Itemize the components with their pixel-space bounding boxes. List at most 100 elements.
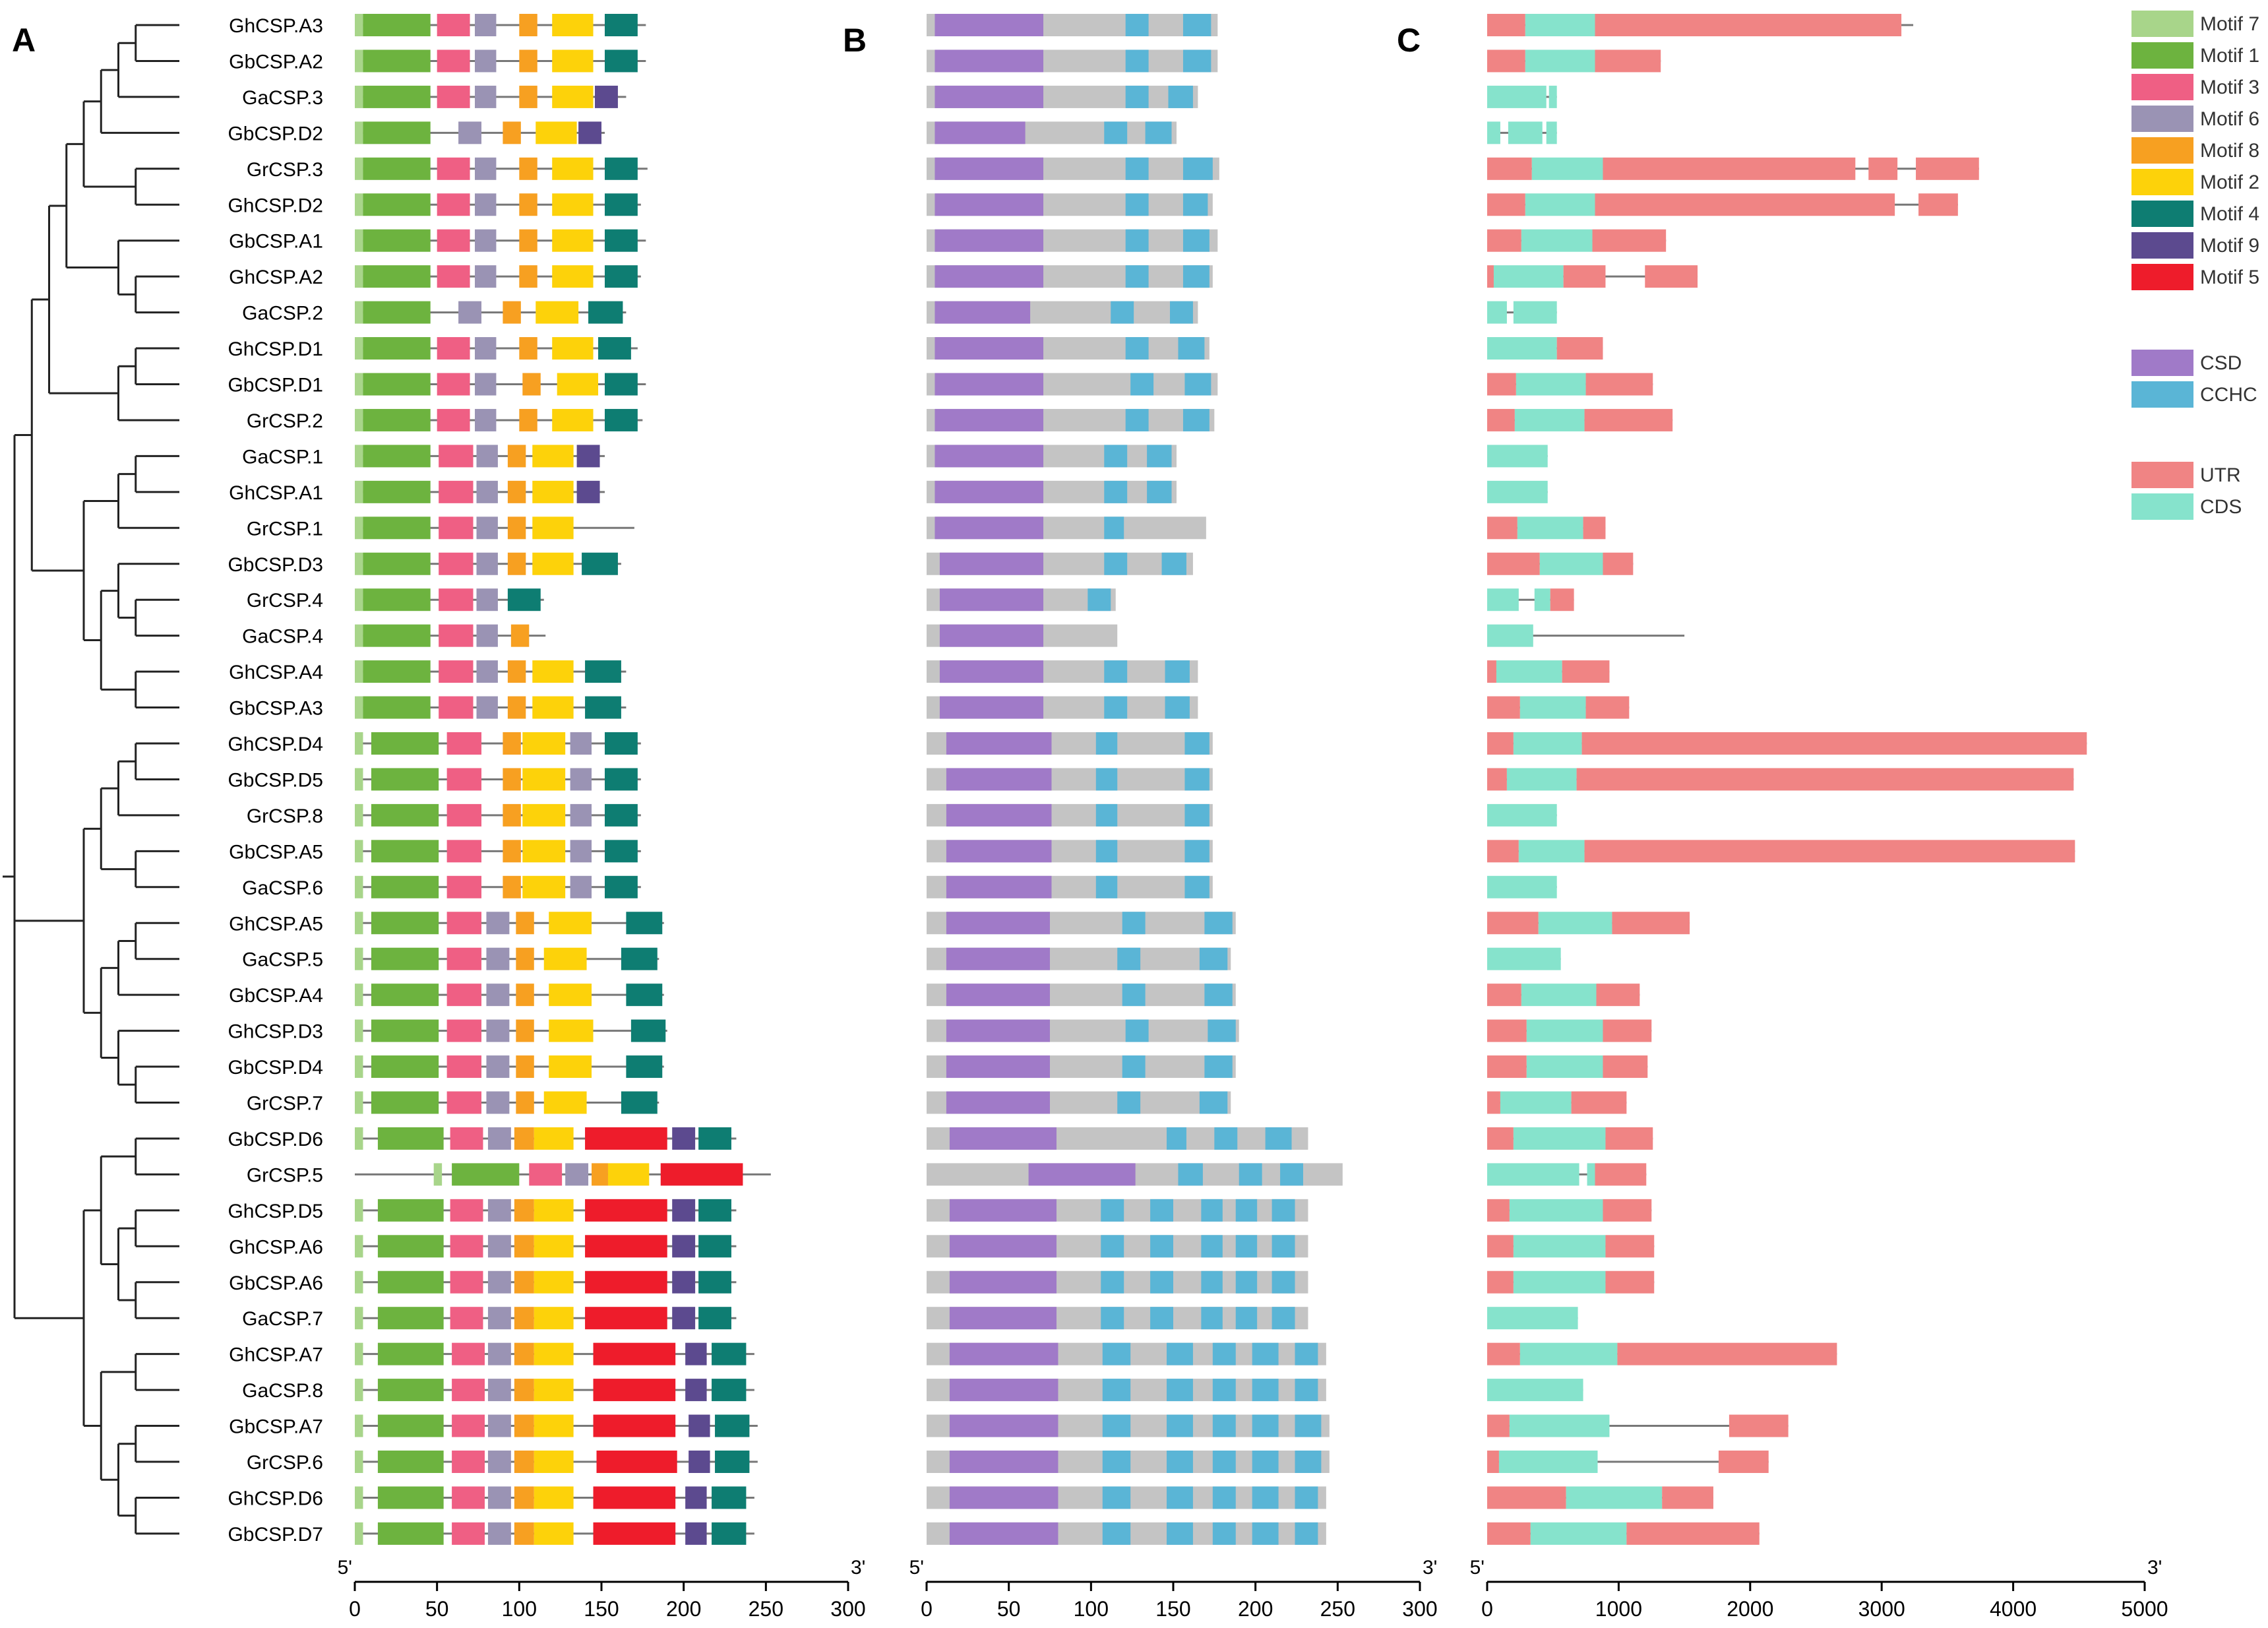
utr-segment-gbcsp-a2 — [1487, 49, 1525, 73]
domain-cchc-gacsp-7 — [1235, 1307, 1258, 1330]
motif-box-m1-grcsp-3 — [363, 157, 431, 180]
motif-box-m8-ghcsp-d3 — [516, 1019, 534, 1042]
motif-box-m3-grcsp-6 — [452, 1451, 485, 1473]
utr-segment-grcsp-1 — [1583, 517, 1606, 540]
cds-segment-ghcsp-a4 — [1496, 660, 1562, 683]
domain-cchc-ghcsp-a6 — [1235, 1235, 1258, 1258]
utr-segment-gbcsp-d4 — [1487, 1055, 1527, 1079]
gene-label-gbcsp-d5: GbCSP.D5 — [228, 769, 323, 791]
domain-cchc-ghcsp-a6 — [1201, 1235, 1223, 1258]
domain-cchc-ghcsp-a5 — [1122, 912, 1146, 935]
motif-box-m2-grcsp-1 — [532, 517, 574, 540]
utr-segment-ghcsp-d4 — [1487, 732, 1514, 755]
domain-cchc-ghcsp-a7 — [1212, 1342, 1236, 1365]
motif-box-m2-ghcsp-a6 — [534, 1235, 574, 1258]
motif-box-m1-gacsp-4 — [363, 624, 431, 647]
domain-cchc-gbcsp-d6 — [1214, 1127, 1238, 1150]
motif-box-m4-gbcsp-a4 — [626, 984, 663, 1007]
utr-segment-grcsp-3 — [1603, 157, 1856, 180]
motif-box-m1-ghcsp-d1 — [363, 337, 431, 360]
cds-segment-ghcsp-d2 — [1525, 193, 1595, 216]
domain-cchc-gacsp-2 — [1170, 301, 1193, 324]
motif-box-m6-gbcsp-d3 — [476, 552, 498, 575]
motif-box-m7-grcsp-8 — [355, 803, 363, 827]
motif-box-m7-grcsp-6 — [355, 1451, 363, 1473]
motif-box-m2-gacsp-5 — [543, 947, 587, 970]
axis-tick-label-b-250: 250 — [1320, 1597, 1355, 1621]
motif-box-m4-gbcsp-d6 — [698, 1127, 731, 1150]
axis-tick-label-a-250: 250 — [749, 1597, 783, 1621]
motif-box-m8-grcsp-3 — [519, 157, 537, 180]
domain-cchc-grcsp-6 — [1295, 1451, 1322, 1473]
motif-box-m5-grcsp-6 — [596, 1451, 677, 1473]
motif-box-m7-gbcsp-a1 — [355, 229, 363, 252]
motif-box-m3-gbcsp-a7 — [452, 1414, 485, 1437]
motif-box-m5-gacsp-7 — [585, 1307, 667, 1330]
domain-cchc-gbcsp-a3 — [1104, 696, 1128, 719]
motif-box-m6-gacsp-1 — [476, 445, 498, 468]
motif-box-m4-gacsp-7 — [698, 1307, 731, 1330]
motif-box-m3-gbcsp-d3 — [439, 552, 474, 575]
motif-box-m5-gbcsp-d6 — [585, 1127, 667, 1150]
motif-box-m8-ghcsp-a5 — [516, 912, 534, 935]
motif-box-m3-grcsp-1 — [439, 517, 474, 540]
motif-box-m4-gacsp-6 — [604, 875, 638, 898]
motif-box-m2-gbcsp-d7 — [534, 1522, 574, 1545]
motif-box-m2-ghcsp-a1 — [532, 480, 574, 503]
domain-cchc-ghcsp-a6 — [1150, 1235, 1173, 1258]
motif-box-m9-gacsp-3 — [595, 85, 618, 108]
motif-box-m3-ghcsp-d1 — [437, 337, 470, 360]
domain-cchc-ghcsp-d3 — [1208, 1019, 1236, 1042]
motif-box-m3-grcsp-5 — [529, 1163, 563, 1186]
motif-box-m4-gbcsp-a5 — [604, 840, 638, 863]
motif-box-m8-gbcsp-d3 — [507, 552, 526, 575]
motif-box-m2-gacsp-3 — [552, 85, 594, 108]
phylogenetic-tree — [3, 24, 179, 1535]
motif-box-m7-gbcsp-a6 — [355, 1270, 363, 1294]
domain-csd-ghcsp-d4 — [946, 732, 1052, 755]
motif-box-m8-gbcsp-a2 — [519, 49, 537, 73]
cds-segment-grcsp-5 — [1587, 1163, 1595, 1186]
motif-box-m8-gbcsp-d4 — [516, 1055, 534, 1079]
domain-csd-gacsp-5 — [946, 947, 1050, 970]
motif-box-m9-ghcsp-a7 — [685, 1342, 707, 1365]
motif-box-m3-ghcsp-a4 — [439, 660, 474, 683]
motif-box-m6-gacsp-7 — [487, 1307, 511, 1330]
motif-box-m8-gbcsp-a5 — [503, 840, 521, 863]
motif-box-m6-grcsp-5 — [565, 1163, 589, 1186]
motif-box-m1-grcsp-5 — [452, 1163, 520, 1186]
motif-box-m3-gbcsp-d5 — [446, 768, 481, 791]
motif-box-m2-ghcsp-a7 — [534, 1342, 574, 1365]
domain-cchc-gacsp-8 — [1212, 1379, 1236, 1402]
motif-box-m2-grcsp-2 — [552, 408, 594, 431]
domain-csd-ghcsp-d3 — [946, 1019, 1050, 1042]
motif-box-m4-grcsp-7 — [621, 1091, 658, 1114]
motif-box-m3-gacsp-8 — [452, 1379, 485, 1402]
motif-box-m2-ghcsp-a3 — [552, 14, 594, 36]
panel-label-c: C — [1397, 22, 1421, 59]
domain-cchc-gbcsp-d1 — [1130, 373, 1154, 396]
motif-box-m6-ghcsp-d4 — [570, 732, 592, 755]
motif-box-m3-ghcsp-a5 — [446, 912, 481, 935]
domain-cchc-grcsp-5 — [1239, 1163, 1262, 1186]
motif-box-m7-grcsp-1 — [355, 517, 363, 540]
utr-segment-ghcsp-d2 — [1487, 193, 1525, 216]
motif-box-m4-gbcsp-d1 — [604, 373, 638, 396]
motif-box-m4-ghcsp-a5 — [626, 912, 663, 935]
domain-csd-ghcsp-d5 — [949, 1199, 1057, 1222]
domain-csd-ghcsp-a5 — [946, 912, 1050, 935]
motif-box-m1-grcsp-7 — [371, 1091, 439, 1114]
motif-box-m7-gbcsp-d1 — [355, 373, 363, 396]
motif-box-m3-ghcsp-a3 — [437, 14, 470, 36]
utr-segment-gbcsp-a7 — [1487, 1414, 1510, 1437]
motif-box-m8-grcsp-5 — [592, 1163, 608, 1186]
legend-swatch-m6 — [2131, 106, 2193, 132]
motif-box-m6-gacsp-2 — [458, 301, 481, 324]
domain-csd-gbcsp-a7 — [949, 1414, 1058, 1437]
motif-box-m6-ghcsp-d6 — [487, 1486, 511, 1509]
cds-segment-gacsp-6 — [1487, 875, 1557, 898]
motif-box-m4-grcsp-6 — [715, 1451, 750, 1473]
domain-csd-gacsp-7 — [949, 1307, 1057, 1330]
domain-csd-gbcsp-d3 — [939, 552, 1044, 575]
motif-box-m8-ghcsp-a6 — [514, 1235, 534, 1258]
